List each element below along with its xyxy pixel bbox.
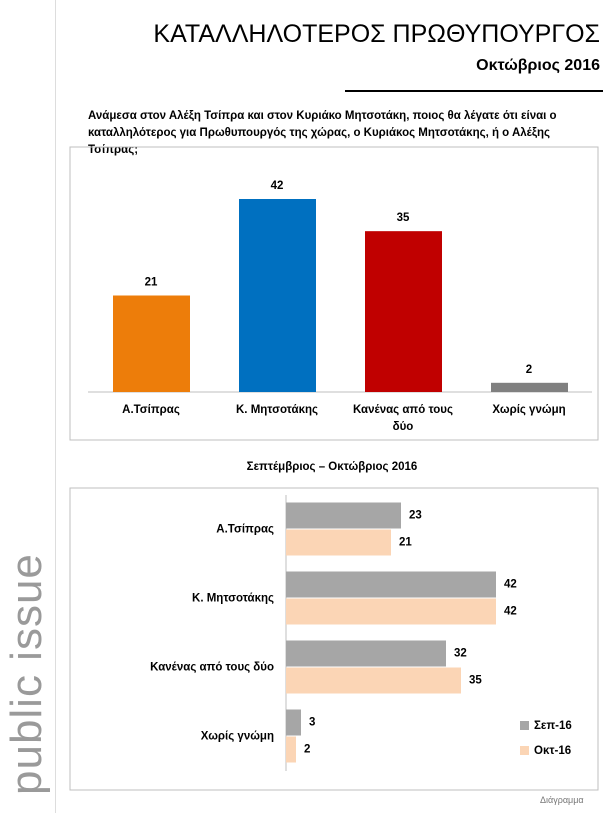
value-label: 42 (271, 180, 284, 192)
value-label: 21 (145, 277, 158, 289)
bar (365, 231, 442, 392)
footer: Διάγραμμα (540, 795, 584, 805)
bar (286, 502, 401, 529)
chart-frame (69, 487, 599, 791)
side-divider (55, 0, 56, 813)
value-label: 35 (397, 212, 410, 224)
legend-label: Σεπ-16 (534, 720, 572, 732)
question: Ανάμεσα στον Αλέξη Τσίπρα και στον Κυριά… (88, 110, 557, 156)
value-label: 23 (409, 510, 422, 522)
subtitle: Οκτώβριος 2016 (476, 57, 600, 74)
title-rule (345, 90, 603, 92)
bar (239, 199, 316, 392)
bar (286, 598, 496, 625)
bar (286, 709, 301, 736)
bar (286, 529, 391, 556)
bar (491, 382, 568, 392)
label-box: Κανένας από τους δύο (353, 404, 453, 433)
chart-title: Σεπτέμβριος – Οκτώβριος 2016 (247, 461, 418, 473)
bar (113, 295, 190, 392)
value-label: 2 (526, 364, 532, 376)
title: ΚΑΤΑΛΛΗΛΟΤΕΡΟΣ ΠΡΩΘΥΠΟΥΡΓΟΣ (153, 20, 600, 48)
x-tick-label: Κ. Μητσοτάκης (236, 404, 318, 416)
y-tick-label: Κ. Μητσοτάκης (192, 593, 274, 605)
label-box: Κ. Μητσοτάκης (236, 404, 318, 416)
x-tick-label: Α.Τσίπρας (122, 404, 180, 416)
label-box: Α.Τσίπρας (122, 404, 180, 416)
value-label: 35 (469, 675, 482, 687)
x-tick-label: Κανένας από τους δύο (353, 404, 453, 433)
legend-swatch (520, 721, 529, 730)
y-tick-label: Χωρίς γνώμη (201, 731, 274, 743)
bar (286, 640, 446, 667)
value-label: 3 (309, 717, 315, 729)
value-label: 2 (304, 744, 310, 756)
label-box: Χωρίς γνώμη (492, 404, 566, 416)
value-label: 42 (504, 606, 517, 618)
legend-swatch (520, 746, 529, 755)
x-tick-label: Χωρίς γνώμη (492, 404, 566, 416)
bar (286, 736, 296, 763)
value-label: 32 (454, 648, 467, 660)
chart-frame (69, 146, 599, 441)
y-tick-label: Κανένας από τους δύο (150, 662, 274, 674)
bar (286, 571, 496, 598)
value-label: 42 (504, 579, 517, 591)
bar (286, 667, 461, 694)
legend-label: Οκτ-16 (534, 745, 571, 757)
value-label: 21 (399, 537, 412, 549)
y-tick-label: Α.Τσίπρας (216, 524, 274, 536)
